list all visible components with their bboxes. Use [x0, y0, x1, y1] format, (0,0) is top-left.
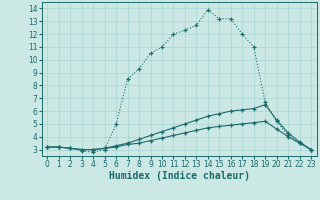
- X-axis label: Humidex (Indice chaleur): Humidex (Indice chaleur): [109, 171, 250, 181]
